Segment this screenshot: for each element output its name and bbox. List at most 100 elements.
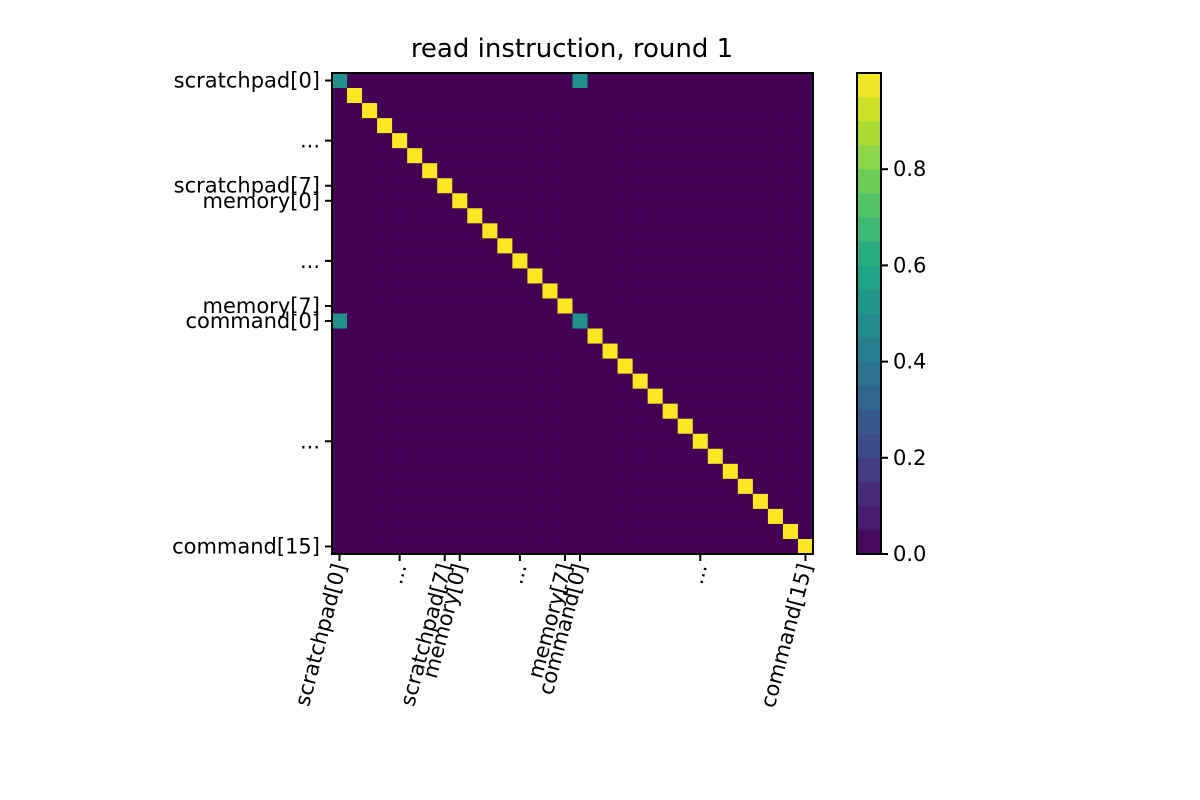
heatmap-cell xyxy=(467,388,483,405)
heatmap-cell xyxy=(572,478,588,495)
heatmap-cell xyxy=(497,148,513,164)
heatmap-cell xyxy=(347,508,363,525)
heatmap-cell xyxy=(497,133,513,149)
heatmap-cell xyxy=(737,178,754,194)
heatmap-cell xyxy=(647,523,664,540)
heatmap-cell xyxy=(362,208,378,224)
heatmap-cell xyxy=(497,238,513,254)
heatmap-cell xyxy=(362,253,378,269)
y-tick-label: ... xyxy=(300,129,320,153)
heatmap-cell xyxy=(512,328,528,344)
heatmap-cell xyxy=(722,433,739,450)
heatmap-cell xyxy=(542,163,558,179)
heatmap-cell xyxy=(407,373,423,390)
heatmap-cell xyxy=(602,298,618,314)
heatmap-cell xyxy=(752,253,769,269)
heatmap-cell xyxy=(572,373,588,390)
heatmap-cell xyxy=(797,298,814,314)
colorbar-band xyxy=(857,337,881,362)
heatmap-cell xyxy=(437,88,453,104)
heatmap-cell xyxy=(452,433,468,450)
heatmap-cell xyxy=(497,523,513,540)
heatmap-cell xyxy=(422,283,438,299)
heatmap-cell xyxy=(587,538,603,555)
heatmap-cell xyxy=(692,133,709,149)
y-tick-label: memory[0] xyxy=(203,189,321,213)
heatmap-cell xyxy=(662,538,679,555)
heatmap-cell xyxy=(437,343,453,359)
heatmap-cell xyxy=(707,388,724,405)
heatmap-cell xyxy=(407,508,423,525)
heatmap-cell xyxy=(527,208,543,224)
heatmap-cell xyxy=(677,523,694,540)
heatmap-cell xyxy=(557,298,573,314)
heatmap-cell xyxy=(617,73,634,89)
heatmap-cell xyxy=(512,433,528,450)
heatmap-cell xyxy=(422,118,438,134)
heatmap-cell xyxy=(482,358,498,375)
heatmap-cell xyxy=(677,508,694,525)
heatmap-cell xyxy=(377,283,393,299)
heatmap-cell xyxy=(437,508,453,525)
heatmap-cell xyxy=(362,463,378,480)
heatmap-cell xyxy=(632,448,649,465)
heatmap-cell xyxy=(437,523,453,540)
heatmap-cell xyxy=(437,253,453,269)
heatmap-cell xyxy=(677,493,694,510)
heatmap-cell xyxy=(632,373,649,390)
heatmap-cell xyxy=(752,448,769,465)
heatmap-cell xyxy=(587,283,603,299)
heatmap-cell xyxy=(422,103,438,119)
heatmap-cell xyxy=(422,358,438,375)
heatmap-cell xyxy=(512,418,528,435)
heatmap-cell xyxy=(782,328,799,344)
heatmap-cell xyxy=(632,133,649,149)
heatmap-cell xyxy=(347,358,363,375)
heatmap-cell xyxy=(722,73,739,89)
heatmap-cell xyxy=(722,448,739,465)
heatmap-cell xyxy=(692,313,709,329)
heatmap-cell xyxy=(422,448,438,465)
heatmap-cell xyxy=(527,508,543,525)
colorbar-tick-label: 0.8 xyxy=(893,157,926,181)
heatmap-cell xyxy=(602,523,618,540)
heatmap-cell xyxy=(452,508,468,525)
heatmap-cell xyxy=(737,418,754,435)
colorbar-band xyxy=(857,121,881,146)
heatmap-cell xyxy=(527,313,543,329)
heatmap-cell xyxy=(407,223,423,239)
heatmap-cell xyxy=(557,373,573,390)
heatmap-cell xyxy=(572,493,588,510)
heatmap-cell xyxy=(767,148,784,164)
heatmap-cell xyxy=(692,358,709,375)
heatmap-cell xyxy=(647,328,664,344)
heatmap-cell xyxy=(512,538,528,555)
heatmap-cell xyxy=(467,238,483,254)
heatmap-cell xyxy=(752,88,769,104)
heatmap-cell xyxy=(572,283,588,299)
heatmap-cell xyxy=(797,433,814,450)
heatmap-cell xyxy=(692,343,709,359)
heatmap-cell xyxy=(347,193,363,209)
heatmap-cell xyxy=(707,418,724,435)
heatmap-cell xyxy=(467,478,483,495)
heatmap-cell xyxy=(602,178,618,194)
heatmap-cell xyxy=(377,88,393,104)
heatmap-cell xyxy=(332,388,348,405)
heatmap-cell xyxy=(557,238,573,254)
heatmap-cell xyxy=(752,148,769,164)
heatmap-cell xyxy=(497,73,513,89)
heatmap-cell xyxy=(407,148,423,164)
heatmap-cell xyxy=(782,193,799,209)
heatmap-cell xyxy=(482,88,498,104)
heatmap-cell xyxy=(707,118,724,134)
heatmap-cell xyxy=(332,493,348,510)
heatmap-cell xyxy=(767,373,784,390)
heatmap-cell xyxy=(467,193,483,209)
heatmap-cell xyxy=(392,328,408,344)
heatmap-cell xyxy=(797,178,814,194)
heatmap-cell xyxy=(497,298,513,314)
heatmap-cell xyxy=(557,478,573,495)
heatmap-cell xyxy=(662,238,679,254)
heatmap-cell xyxy=(332,148,348,164)
